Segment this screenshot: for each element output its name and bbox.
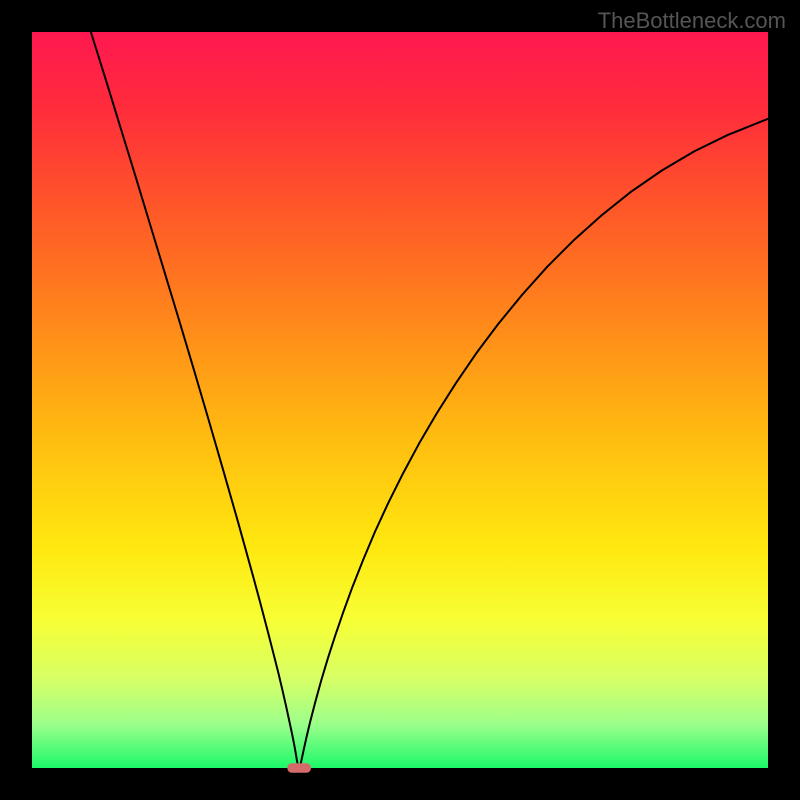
plot-area (32, 32, 768, 768)
watermark-text: TheBottleneck.com (598, 8, 786, 34)
chart-svg (0, 0, 800, 800)
sweet-spot-marker (287, 763, 311, 773)
bottleneck-chart (0, 0, 800, 800)
